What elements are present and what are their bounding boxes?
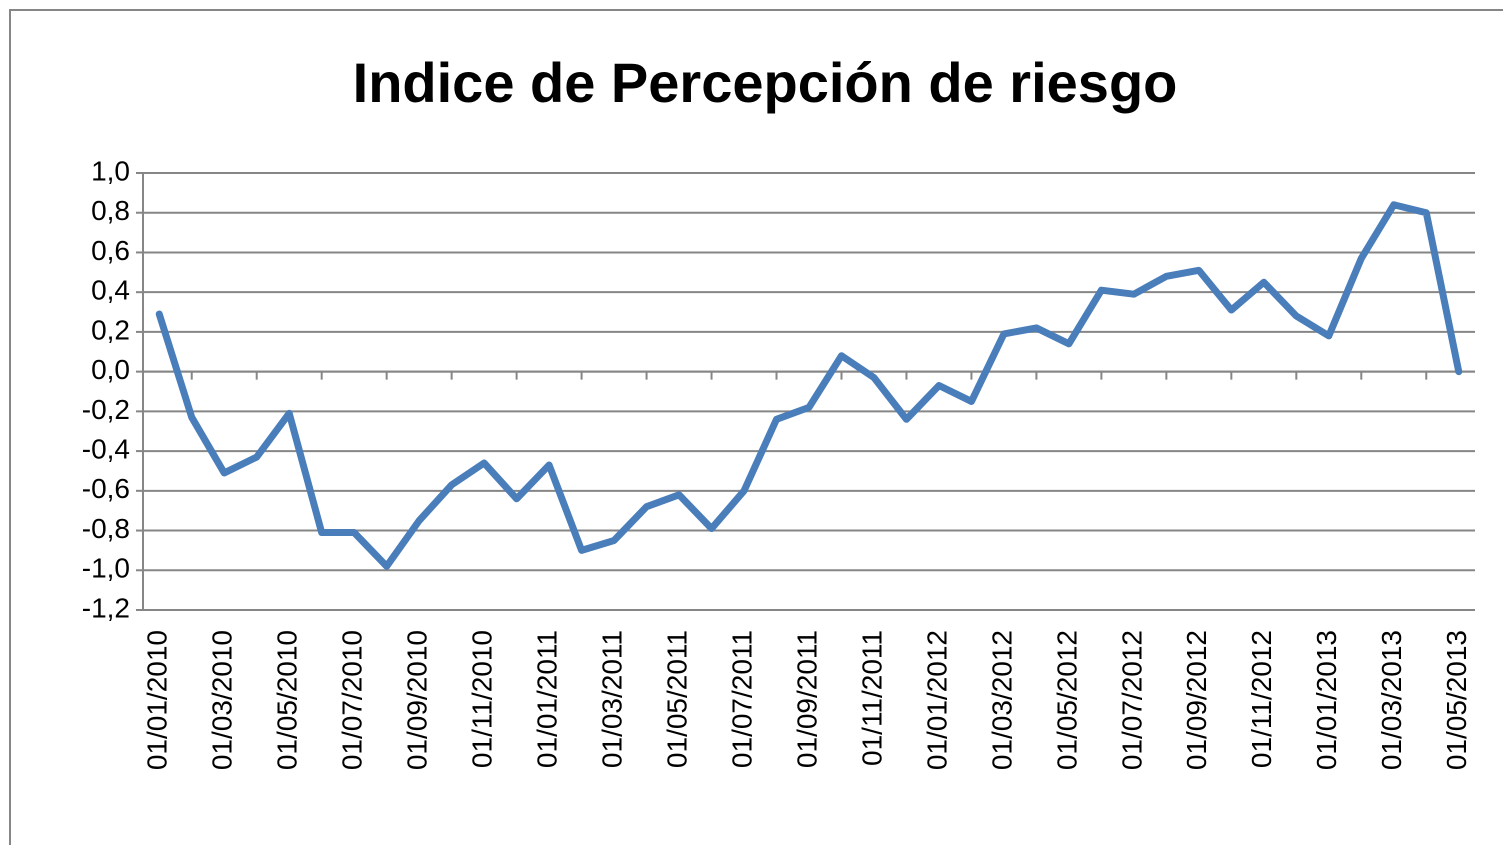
chart-border: [9, 9, 1503, 845]
y-tick-label: -1,2: [82, 592, 130, 623]
y-tick-label: 0,2: [91, 314, 130, 345]
x-tick-label: 01/07/2012: [1116, 630, 1147, 770]
y-tick-label: -0,4: [82, 433, 130, 464]
x-tick-label: 01/09/2011: [791, 630, 822, 768]
y-tick-label: 0,0: [91, 354, 130, 385]
x-tick-label: 01/03/2012: [986, 630, 1017, 770]
chart-title: Indice de Percepción de riesgo: [353, 51, 1178, 114]
x-tick-label: 01/11/2012: [1246, 630, 1277, 768]
x-tick-label: 01/07/2010: [337, 630, 368, 770]
x-tick-label: 01/03/2010: [207, 630, 238, 770]
y-tick-label: -0,8: [82, 513, 130, 544]
y-tick-label: 0,4: [91, 275, 130, 306]
x-tick-label: 01/11/2011: [856, 630, 887, 766]
x-tick-label: 01/03/2013: [1376, 630, 1407, 770]
x-tick-label: 01/09/2010: [402, 630, 433, 770]
y-tick-label: 0,8: [91, 195, 130, 226]
x-tick-label: 01/01/2013: [1311, 630, 1342, 770]
x-tick-label: 01/05/2011: [661, 630, 692, 768]
x-tick-label: 01/07/2011: [726, 630, 757, 768]
x-tick-label: 01/05/2010: [272, 630, 303, 770]
y-tick-label: 0,6: [91, 235, 130, 266]
y-tick-label: -1,0: [82, 553, 130, 584]
x-tick-label: 01/05/2013: [1441, 630, 1472, 770]
x-tick-label: 01/09/2012: [1181, 630, 1212, 770]
y-tick-label: 1,0: [91, 155, 130, 186]
x-tick-label: 01/11/2010: [467, 630, 498, 768]
x-tick-label: 01/03/2011: [596, 630, 627, 768]
x-tick-label: 01/01/2011: [531, 630, 562, 768]
x-tick-label: 01/05/2012: [1051, 630, 1082, 770]
x-tick-label: 01/01/2010: [142, 630, 173, 770]
y-tick-label: -0,2: [82, 394, 130, 425]
x-tick-label: 01/01/2012: [921, 630, 952, 770]
data-line: [155, 201, 1463, 570]
y-tick-label: -0,6: [82, 473, 130, 504]
